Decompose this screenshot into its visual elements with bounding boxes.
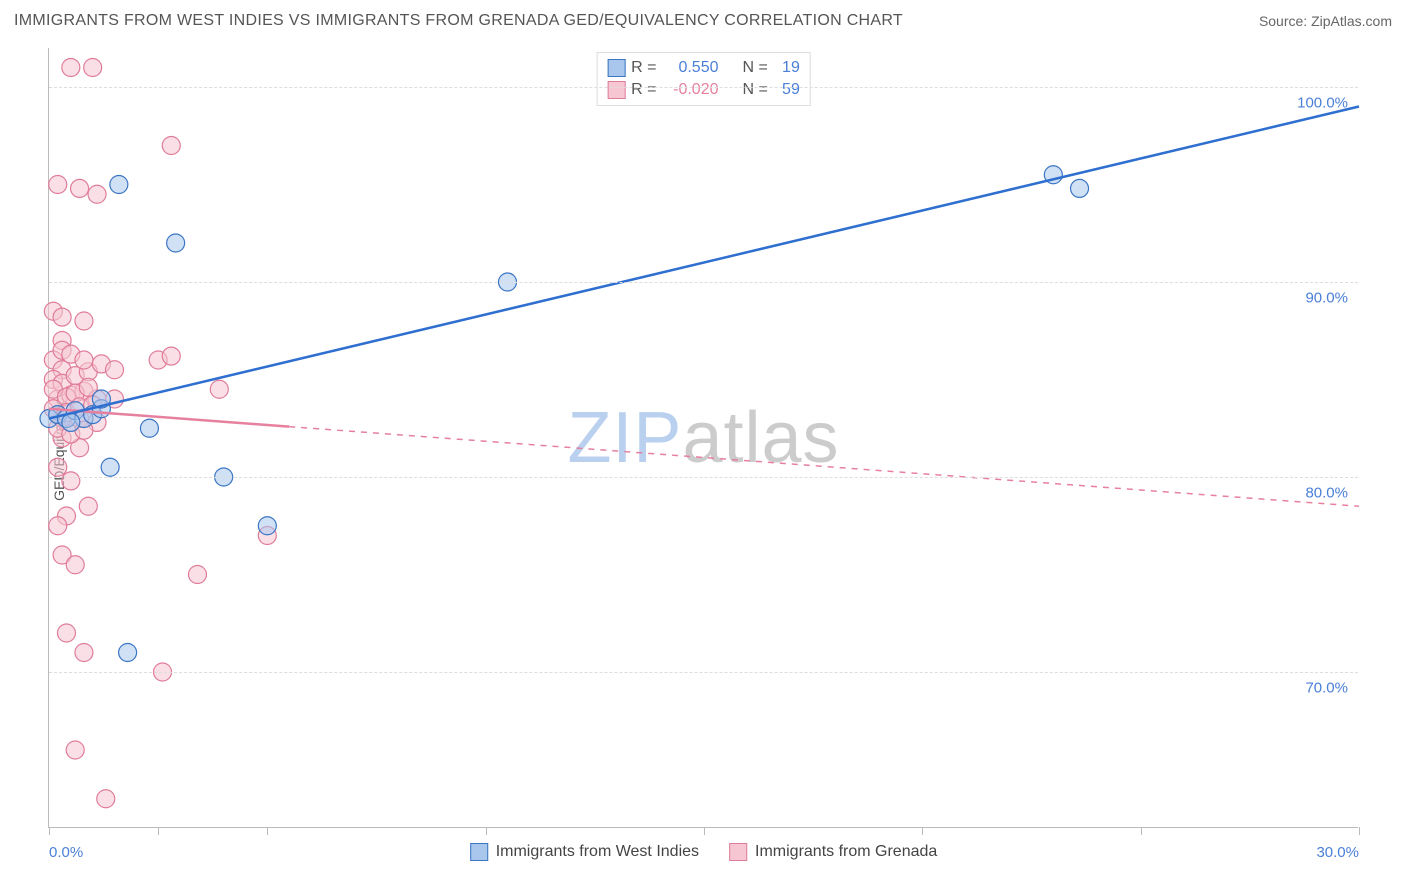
x-tick xyxy=(1359,827,1360,835)
data-point xyxy=(75,312,93,330)
data-point xyxy=(188,566,206,584)
n-label: N = xyxy=(743,79,768,101)
data-point xyxy=(97,790,115,808)
legend-label-grenada: Immigrants from Grenada xyxy=(755,843,937,861)
x-tick xyxy=(267,827,268,835)
gridline-h xyxy=(49,87,1358,88)
r-label: R = xyxy=(631,57,656,79)
swatch-pink-icon xyxy=(729,843,747,861)
data-point xyxy=(75,351,93,369)
data-point xyxy=(84,59,102,77)
gridline-h xyxy=(49,477,1358,478)
data-point xyxy=(119,644,137,662)
data-point xyxy=(75,644,93,662)
gridline-h xyxy=(49,672,1358,673)
data-point xyxy=(258,517,276,535)
data-point xyxy=(71,179,89,197)
data-point xyxy=(57,624,75,642)
y-tick-label: 80.0% xyxy=(1305,485,1348,502)
data-point xyxy=(101,458,119,476)
n-value-pink: 59 xyxy=(774,79,800,101)
data-point xyxy=(162,137,180,155)
trend-line-extrapolated xyxy=(289,427,1359,507)
n-value-blue: 19 xyxy=(774,57,800,79)
x-tick xyxy=(1141,827,1142,835)
data-point xyxy=(62,472,80,490)
data-point xyxy=(140,419,158,437)
y-tick-label: 70.0% xyxy=(1305,680,1348,697)
data-point xyxy=(162,347,180,365)
data-point xyxy=(1071,179,1089,197)
swatch-blue-icon xyxy=(470,843,488,861)
data-point xyxy=(88,185,106,203)
data-point xyxy=(66,741,84,759)
x-tick xyxy=(49,827,50,835)
data-point xyxy=(79,497,97,515)
x-tick-label: 30.0% xyxy=(1316,844,1359,861)
data-point xyxy=(106,361,124,379)
data-point xyxy=(210,380,228,398)
r-value-blue: 0.550 xyxy=(663,57,719,79)
data-point xyxy=(49,458,67,476)
scatter-svg xyxy=(49,48,1358,827)
data-point xyxy=(53,308,71,326)
swatch-pink xyxy=(607,81,625,99)
data-point xyxy=(167,234,185,252)
x-tick-label: 0.0% xyxy=(49,844,83,861)
x-tick xyxy=(158,827,159,835)
data-point xyxy=(62,59,80,77)
y-tick-label: 100.0% xyxy=(1297,95,1348,112)
legend-label-west-indies: Immigrants from West Indies xyxy=(496,843,699,861)
correlation-legend: R = 0.550 N = 19 R = -0.020 N = 59 xyxy=(596,52,811,106)
r-value-pink: -0.020 xyxy=(663,79,719,101)
x-tick xyxy=(486,827,487,835)
data-point xyxy=(49,517,67,535)
data-point xyxy=(66,556,84,574)
chart-plot-area: ZIPatlas R = 0.550 N = 19 R = -0.020 N =… xyxy=(48,48,1358,828)
source-label: Source: ZipAtlas.com xyxy=(1259,13,1392,29)
trend-line xyxy=(49,107,1359,419)
x-tick xyxy=(704,827,705,835)
x-tick xyxy=(922,827,923,835)
data-point xyxy=(110,176,128,194)
gridline-h xyxy=(49,282,1358,283)
legend-row-blue: R = 0.550 N = 19 xyxy=(607,57,800,79)
n-label: N = xyxy=(743,57,768,79)
y-tick-label: 90.0% xyxy=(1305,290,1348,307)
legend-item-grenada: Immigrants from Grenada xyxy=(729,843,937,861)
chart-title: IMMIGRANTS FROM WEST INDIES VS IMMIGRANT… xyxy=(14,12,903,30)
legend-item-west-indies: Immigrants from West Indies xyxy=(470,843,699,861)
r-label: R = xyxy=(631,79,656,101)
data-point xyxy=(62,413,80,431)
swatch-blue xyxy=(607,59,625,77)
data-point xyxy=(49,176,67,194)
legend-row-pink: R = -0.020 N = 59 xyxy=(607,79,800,101)
series-legend: Immigrants from West Indies Immigrants f… xyxy=(470,843,938,861)
